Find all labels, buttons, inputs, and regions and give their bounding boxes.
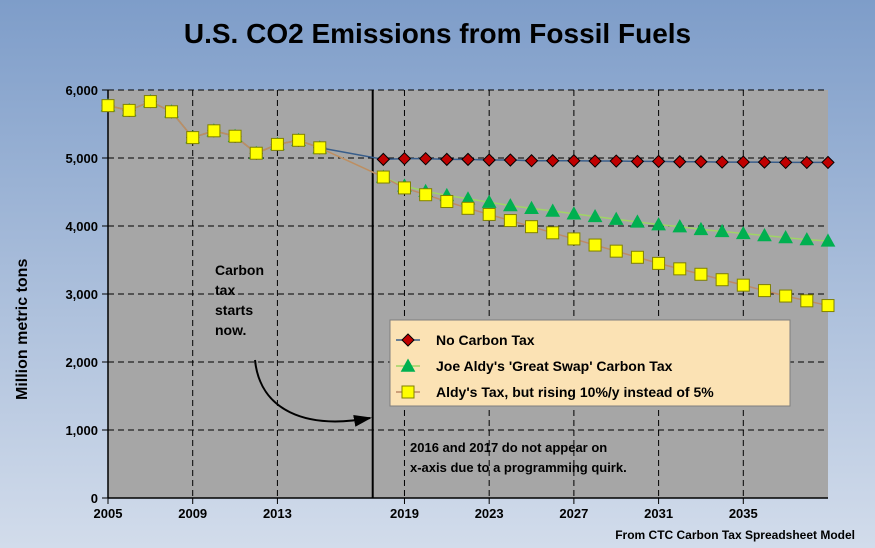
svg-text:Aldy's Tax, but rising 10%/y i: Aldy's Tax, but rising 10%/y instead of … — [436, 384, 714, 400]
svg-text:starts: starts — [215, 302, 253, 318]
emissions-chart: 0 1,000 2,000 3,000 4,000 5,000 6,000 2005 2009 2… — [0, 0, 875, 548]
svg-text:2035: 2035 — [729, 506, 758, 521]
svg-text:2005: 2005 — [94, 506, 123, 521]
svg-text:2009: 2009 — [178, 506, 207, 521]
svg-text:2019: 2019 — [390, 506, 419, 521]
svg-text:tax: tax — [215, 282, 235, 298]
svg-text:5,000: 5,000 — [65, 151, 98, 166]
svg-text:2027: 2027 — [559, 506, 588, 521]
svg-text:4,000: 4,000 — [65, 219, 98, 234]
svg-text:1,000: 1,000 — [65, 423, 98, 438]
svg-text:No Carbon Tax: No Carbon Tax — [436, 332, 535, 348]
svg-text:2031: 2031 — [644, 506, 673, 521]
svg-text:Carbon: Carbon — [215, 262, 264, 278]
svg-text:x-axis due to a programming qu: x-axis due to a programming quirk. — [410, 460, 627, 475]
svg-text:6,000: 6,000 — [65, 83, 98, 98]
svg-text:0: 0 — [91, 491, 98, 506]
svg-text:3,000: 3,000 — [65, 287, 98, 302]
svg-text:2013: 2013 — [263, 506, 292, 521]
svg-text:2023: 2023 — [475, 506, 504, 521]
svg-text:now.: now. — [215, 322, 246, 338]
svg-text:2016 and 2017 do not appear on: 2016 and 2017 do not appear on — [410, 440, 607, 455]
svg-text:2,000: 2,000 — [65, 355, 98, 370]
svg-text:Joe Aldy's 'Great Swap' Carbon: Joe Aldy's 'Great Swap' Carbon Tax — [436, 358, 673, 374]
